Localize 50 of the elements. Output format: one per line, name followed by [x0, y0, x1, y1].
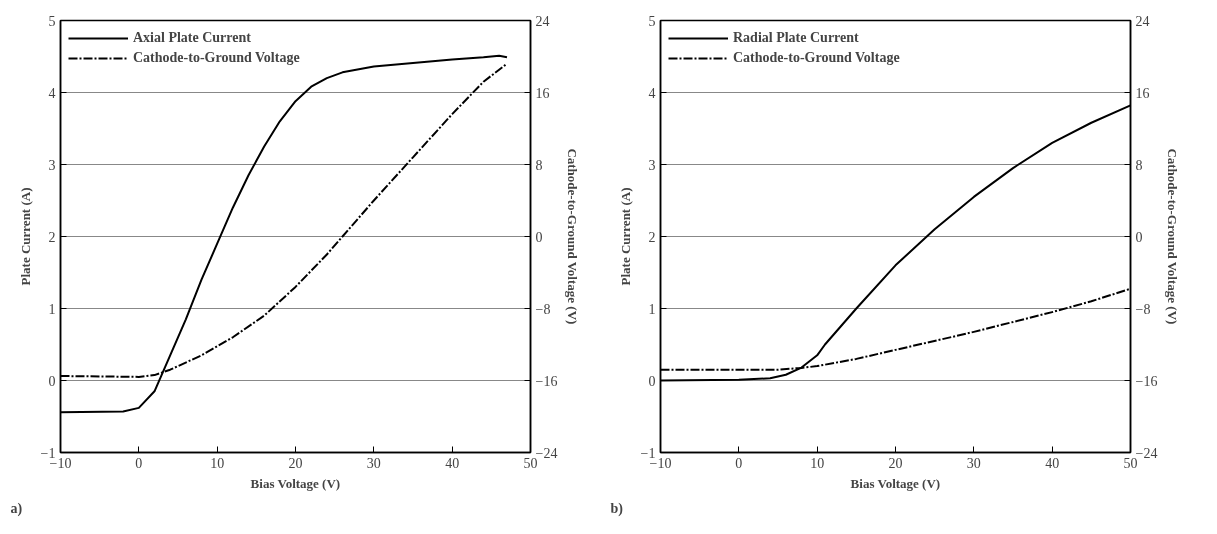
y2-tick-label: 8 [535, 157, 543, 173]
x-tick-label: 10 [810, 455, 825, 471]
y2-tick-label: 16 [535, 85, 550, 101]
x-tick-label: 50 [523, 455, 538, 471]
y2-tick-label: 0 [1135, 229, 1143, 245]
legend-label: Cathode-to-Ground Voltage [733, 50, 900, 66]
y2-tick-label: −16 [535, 373, 558, 389]
y2-tick-label: −16 [1135, 373, 1158, 389]
y-tick-label: −1 [640, 445, 656, 461]
legend-label: Radial Plate Current [733, 30, 859, 46]
text: b) [610, 500, 624, 517]
x-tick-label: 50 [1123, 455, 1138, 471]
y-tick-label: 1 [48, 301, 56, 317]
x-axis-title: Bias Voltage (V) [250, 475, 341, 491]
y2-tick-label: 8 [1135, 157, 1143, 173]
x-tick-label: 20 [888, 455, 903, 471]
x-tick-label: 20 [288, 455, 303, 471]
y-tick-label: 2 [48, 229, 56, 245]
y2-tick-label: 16 [1135, 85, 1150, 101]
x-tick-label: 40 [445, 455, 460, 471]
y2-axis-title: Cathode-to-Ground Voltage (V) [565, 148, 581, 325]
x-tick-label: 40 [1045, 455, 1060, 471]
y-tick-label: 5 [48, 13, 56, 29]
y-tick-label: 0 [648, 373, 656, 389]
y-tick-label: 5 [648, 13, 656, 29]
y-tick-label: 1 [648, 301, 656, 317]
text: a) [10, 500, 23, 517]
x-axis-title: Bias Voltage (V) [850, 475, 941, 491]
x-tick-label: 30 [366, 455, 381, 471]
y-tick-label: 3 [648, 157, 656, 173]
y2-tick-label: −8 [1135, 301, 1151, 317]
legend-label: Cathode-to-Ground Voltage [133, 50, 300, 66]
y2-axis-title: Cathode-to-Ground Voltage (V) [1165, 148, 1181, 325]
y-tick-label: −1 [40, 445, 56, 461]
y-tick-label: 0 [48, 373, 56, 389]
y-tick-label: 4 [48, 85, 56, 101]
y-axis-title: Plate Current (A) [617, 187, 633, 286]
y2-tick-label: 0 [535, 229, 543, 245]
x-tick-label: 10 [210, 455, 225, 471]
x-tick-label: 30 [966, 455, 981, 471]
x-tick-label: 0 [135, 455, 143, 471]
y-tick-label: 2 [648, 229, 656, 245]
y2-tick-label: 24 [535, 13, 550, 29]
x-tick-label: 0 [735, 455, 743, 471]
y2-tick-label: 24 [1135, 13, 1150, 29]
y-axis-title: Plate Current (A) [17, 187, 33, 286]
legend-label: Axial Plate Current [133, 30, 251, 46]
y2-tick-label: −8 [535, 301, 551, 317]
y-tick-label: 3 [48, 157, 56, 173]
y-tick-label: 4 [648, 85, 656, 101]
